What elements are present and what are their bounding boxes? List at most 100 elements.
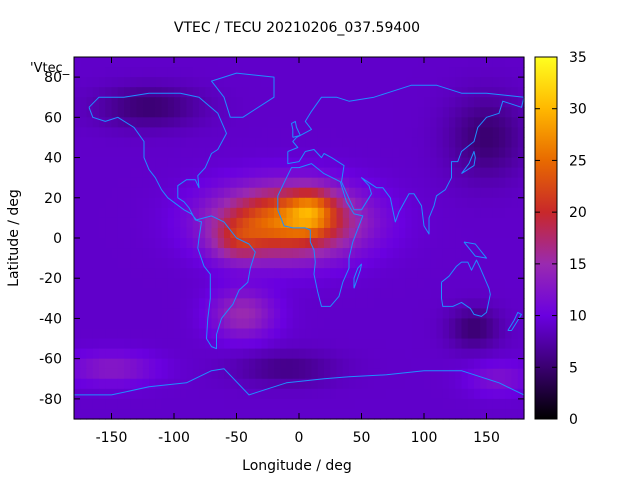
heatmap-cell <box>486 348 494 360</box>
heatmap-cell <box>274 238 281 249</box>
heatmap-cell <box>74 318 81 330</box>
heatmap-cell <box>255 388 263 400</box>
heatmap-cell <box>130 398 138 410</box>
heatmap-cell <box>517 207 525 219</box>
heatmap-cell <box>405 308 413 320</box>
heatmap-cell <box>367 137 375 149</box>
heatmap-cell <box>349 187 356 199</box>
heatmap-cell <box>167 278 175 289</box>
heatmap-cell <box>486 227 494 239</box>
heatmap-cell <box>486 398 494 410</box>
heatmap-cell <box>405 318 413 330</box>
heatmap-cell <box>236 388 244 400</box>
heatmap-cell <box>99 107 106 118</box>
heatmap-cell <box>142 97 150 108</box>
heatmap-cell <box>217 117 225 128</box>
heatmap-cell <box>361 318 369 330</box>
heatmap-cell <box>155 197 163 209</box>
heatmap-cell <box>461 378 469 390</box>
heatmap-cell <box>217 167 225 179</box>
heatmap-cell <box>474 107 481 118</box>
heatmap-cell <box>236 87 244 98</box>
heatmap-cell <box>92 308 100 320</box>
heatmap-cell <box>474 177 481 189</box>
heatmap-cell <box>292 368 300 380</box>
heatmap-cell <box>336 127 344 139</box>
heatmap-cell <box>505 238 513 249</box>
heatmap-cell <box>486 268 494 279</box>
heatmap-cell <box>449 358 456 370</box>
heatmap-cell <box>399 318 406 330</box>
heatmap-cell <box>380 278 388 289</box>
heatmap-cell <box>205 248 213 259</box>
heatmap-cell <box>374 77 381 88</box>
heatmap-cell <box>199 348 206 360</box>
heatmap-cell <box>149 87 156 98</box>
heatmap-cell <box>105 157 113 169</box>
heatmap-cell <box>149 268 156 279</box>
x-tick-label: -50 <box>225 430 248 446</box>
heatmap-cell <box>486 358 494 370</box>
heatmap-cell <box>211 268 219 279</box>
heatmap-cell <box>142 268 150 279</box>
heatmap-cell <box>417 278 425 289</box>
heatmap-cell <box>499 318 506 330</box>
heatmap-cell <box>80 117 88 128</box>
heatmap-cell <box>511 167 519 179</box>
heatmap-cell <box>374 217 381 229</box>
heatmap-cell <box>180 107 188 118</box>
heatmap-cell <box>311 197 319 209</box>
heatmap-cell <box>411 398 419 410</box>
heatmap-cell <box>486 217 494 229</box>
heatmap-cell <box>467 408 475 420</box>
heatmap-cell <box>474 67 481 78</box>
heatmap-cell <box>374 167 381 179</box>
heatmap-cell <box>199 358 206 370</box>
heatmap-cell <box>461 258 469 269</box>
heatmap-cell <box>255 338 263 350</box>
heatmap-cell <box>124 258 131 269</box>
heatmap-cell <box>455 388 463 400</box>
heatmap-cell <box>142 77 150 88</box>
heatmap-cell <box>367 97 375 108</box>
heatmap-cell <box>511 147 519 159</box>
heatmap-cell <box>249 308 256 320</box>
heatmap-cell <box>224 157 231 169</box>
heatmap-cell <box>436 278 444 289</box>
heatmap-cell <box>330 197 338 209</box>
heatmap-cell <box>430 117 438 128</box>
heatmap-cell <box>455 258 463 269</box>
heatmap-cell <box>361 408 369 420</box>
heatmap-cell <box>236 408 244 420</box>
heatmap-cell <box>455 97 463 108</box>
heatmap-cell <box>161 238 169 249</box>
heatmap-cell <box>380 107 388 118</box>
heatmap-cell <box>474 187 481 199</box>
heatmap-cell <box>330 87 338 98</box>
heatmap-cell <box>124 157 131 169</box>
heatmap-cell <box>111 398 119 410</box>
heatmap-cell <box>92 338 100 350</box>
heatmap-cell <box>442 318 450 330</box>
heatmap-cell <box>311 77 319 88</box>
x-axis-label: Longitude / deg <box>242 458 352 474</box>
colorbar-tick-label: 0 <box>569 412 578 428</box>
heatmap-cell <box>86 288 94 299</box>
heatmap-cell <box>117 147 125 159</box>
heatmap-cell <box>142 398 150 410</box>
heatmap-cell <box>399 127 406 139</box>
heatmap-cell <box>174 288 181 299</box>
heatmap-cell <box>74 57 81 68</box>
heatmap-cell <box>305 177 313 189</box>
y-tick-label: 20 <box>44 191 62 207</box>
heatmap-cell <box>186 318 194 330</box>
heatmap-cell <box>136 207 144 219</box>
heatmap-cell <box>236 177 244 189</box>
heatmap-cell <box>161 328 169 340</box>
heatmap-cell <box>199 217 206 229</box>
heatmap-cell <box>261 167 269 179</box>
heatmap-cell <box>130 268 138 279</box>
heatmap-cell <box>149 308 156 320</box>
heatmap-cell <box>149 258 156 269</box>
heatmap-cell <box>411 268 419 279</box>
